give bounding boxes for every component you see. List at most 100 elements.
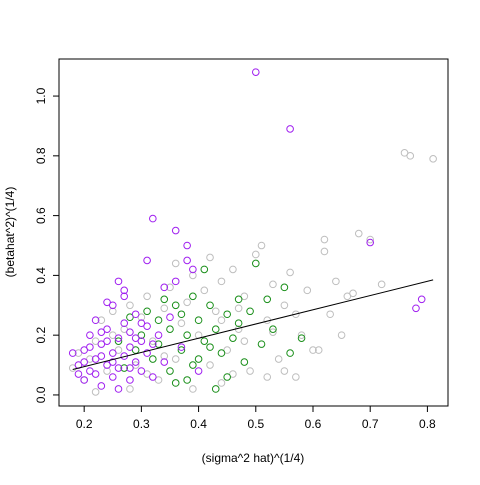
x-axis-label: (sigma^2 hat)^(1/4) bbox=[202, 451, 305, 465]
point bbox=[286, 349, 294, 357]
point bbox=[251, 68, 260, 76]
point bbox=[246, 307, 254, 316]
point bbox=[269, 325, 277, 333]
point bbox=[417, 295, 426, 304]
point bbox=[332, 277, 340, 286]
point bbox=[91, 388, 100, 396]
point bbox=[240, 292, 249, 301]
x-tick-label: 0.4 bbox=[190, 417, 207, 431]
point bbox=[137, 331, 146, 339]
point bbox=[297, 331, 306, 339]
point bbox=[143, 256, 151, 265]
point bbox=[257, 241, 266, 250]
point bbox=[160, 358, 169, 366]
point bbox=[137, 367, 146, 375]
point bbox=[91, 370, 100, 378]
point bbox=[177, 346, 186, 354]
point bbox=[114, 277, 123, 286]
y-tick-label: 1.0 bbox=[34, 87, 48, 104]
point bbox=[120, 292, 129, 301]
point bbox=[143, 292, 151, 301]
point bbox=[274, 355, 283, 363]
point bbox=[177, 319, 186, 328]
point bbox=[86, 331, 94, 339]
point bbox=[183, 376, 191, 384]
point bbox=[206, 343, 214, 351]
point bbox=[189, 292, 197, 301]
point bbox=[103, 337, 111, 345]
point bbox=[217, 316, 226, 325]
point bbox=[97, 316, 106, 325]
point bbox=[120, 325, 129, 333]
point bbox=[160, 304, 169, 313]
point bbox=[412, 304, 420, 313]
y-axis-label: (betahat^2)^(1/4) bbox=[3, 187, 17, 278]
point bbox=[86, 355, 94, 363]
x-tick-label: 0.5 bbox=[247, 417, 264, 431]
y-tick-label: 0.2 bbox=[34, 327, 48, 344]
x-tick-label: 0.8 bbox=[419, 417, 436, 431]
point bbox=[143, 307, 151, 316]
point bbox=[251, 259, 260, 268]
point bbox=[297, 334, 306, 342]
x-tick-label: 0.6 bbox=[305, 417, 322, 431]
point bbox=[206, 301, 214, 310]
point bbox=[229, 334, 237, 342]
point bbox=[114, 346, 123, 354]
point bbox=[126, 343, 134, 351]
point bbox=[126, 328, 134, 336]
point bbox=[189, 385, 197, 393]
point bbox=[183, 256, 191, 265]
y-tick-label: 0.8 bbox=[34, 147, 48, 164]
point bbox=[200, 286, 209, 295]
point bbox=[229, 265, 237, 274]
point bbox=[320, 235, 329, 244]
point bbox=[240, 337, 249, 345]
point bbox=[91, 355, 100, 363]
point bbox=[160, 283, 169, 292]
point bbox=[183, 241, 191, 250]
point bbox=[171, 277, 180, 286]
point bbox=[80, 346, 88, 354]
point bbox=[166, 367, 174, 375]
point bbox=[234, 295, 243, 304]
point bbox=[280, 301, 289, 310]
point bbox=[131, 358, 140, 366]
point bbox=[126, 313, 134, 322]
point bbox=[171, 226, 180, 235]
point bbox=[137, 337, 146, 345]
point bbox=[154, 376, 163, 384]
point bbox=[166, 283, 174, 292]
point bbox=[211, 385, 220, 393]
point bbox=[177, 310, 186, 319]
point bbox=[269, 328, 277, 336]
point bbox=[108, 349, 117, 357]
point bbox=[74, 370, 83, 378]
point bbox=[108, 301, 117, 310]
point bbox=[160, 295, 169, 304]
y-tick-label: 0.4 bbox=[34, 267, 48, 284]
point bbox=[103, 325, 111, 333]
point bbox=[286, 125, 294, 133]
point bbox=[206, 361, 214, 369]
point bbox=[366, 235, 375, 244]
point bbox=[177, 343, 186, 351]
point bbox=[86, 367, 94, 375]
point bbox=[292, 373, 300, 381]
point bbox=[223, 346, 231, 354]
point bbox=[154, 316, 163, 325]
point bbox=[171, 379, 180, 387]
point bbox=[194, 355, 203, 363]
point bbox=[349, 289, 357, 298]
point bbox=[97, 340, 106, 348]
point bbox=[126, 364, 134, 372]
point bbox=[292, 310, 300, 319]
point bbox=[126, 301, 134, 310]
point bbox=[251, 250, 260, 259]
point bbox=[154, 331, 163, 339]
point bbox=[149, 337, 157, 345]
point bbox=[120, 286, 129, 295]
point bbox=[108, 373, 117, 381]
